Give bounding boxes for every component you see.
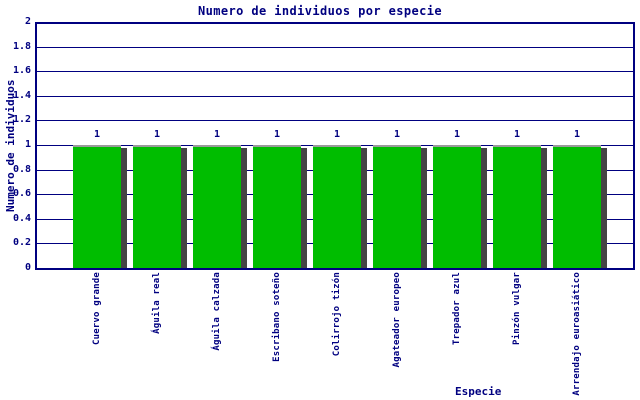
bar-value-label: 1 (333, 129, 341, 140)
y-gridline (37, 71, 633, 72)
y-tick-label: 1.4 (12, 90, 31, 101)
bar (373, 145, 421, 268)
bar (253, 145, 301, 268)
bar-value-label: 1 (93, 129, 101, 140)
bar (313, 145, 361, 268)
bar-shadow (361, 148, 367, 268)
y-tick-label: 2 (24, 16, 31, 27)
y-tick-label: 1.8 (12, 41, 31, 52)
y-gridline (37, 120, 633, 121)
x-category-label: Águila real (152, 272, 162, 334)
bar-value-label: 1 (273, 129, 281, 140)
bar (433, 145, 481, 268)
x-category-label: Escribano soteño (272, 272, 282, 362)
y-tick-label: 0 (24, 262, 31, 273)
bar-shadow (121, 148, 127, 268)
bar-value-label: 1 (573, 129, 581, 140)
bar-shadow (481, 148, 487, 268)
bar-shadow (421, 148, 427, 268)
y-tick-label: 1.6 (12, 65, 31, 76)
y-gridline (37, 96, 633, 97)
bar (553, 145, 601, 268)
chart-title: Numero de individuos por especie (198, 4, 442, 18)
y-tick-label: 0.2 (12, 237, 31, 248)
bar (193, 145, 241, 268)
y-tick-label: 1.2 (12, 114, 31, 125)
y-gridline (37, 47, 633, 48)
x-category-label: Pinzón vulgar (512, 272, 522, 346)
bar-value-label: 1 (153, 129, 161, 140)
y-tick-label: 1 (24, 139, 31, 150)
x-category-label: Arrendajo euroasiático (572, 272, 582, 396)
bar-value-label: 1 (393, 129, 401, 140)
bar-shadow (181, 148, 187, 268)
bar-shadow (601, 148, 607, 268)
bar-value-label: 1 (213, 129, 221, 140)
bar-shadow (301, 148, 307, 268)
y-tick-label: 0.4 (12, 213, 31, 224)
x-category-label: Trepador azul (452, 272, 462, 346)
x-category-label: Colirrojo tizón (332, 272, 342, 357)
bar (73, 145, 121, 268)
bar-value-label: 1 (453, 129, 461, 140)
y-tick-label: 0.6 (12, 188, 31, 199)
x-axis-title: Especie (455, 385, 502, 398)
x-category-label: Águila calzada (212, 272, 222, 351)
x-category-label: Cuervo grande (92, 272, 102, 346)
bar-shadow (241, 148, 247, 268)
bar-value-label: 1 (513, 129, 521, 140)
x-category-label: Agateador europeo (392, 272, 402, 368)
y-tick-label: 0.8 (12, 164, 31, 175)
bar-shadow (541, 148, 547, 268)
bar (493, 145, 541, 268)
bar (133, 145, 181, 268)
